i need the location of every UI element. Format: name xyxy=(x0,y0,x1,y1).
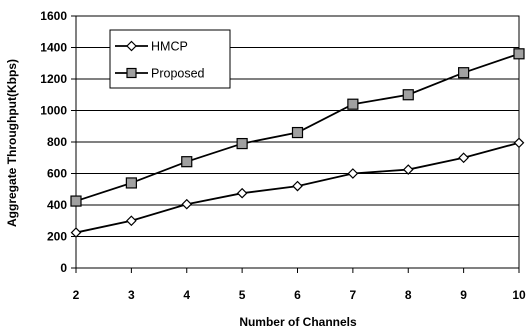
y-tick-label: 800 xyxy=(47,135,67,149)
series xyxy=(70,48,525,238)
x-tick-label: 9 xyxy=(460,288,467,302)
x-tick-label: 8 xyxy=(405,288,412,302)
series-proposed xyxy=(70,48,525,207)
legend-entry-hmcp: HMCP xyxy=(115,40,188,54)
x-tick-label: 7 xyxy=(350,288,357,302)
legend-marker-hmcp xyxy=(126,40,137,52)
x-tick-label: 2 xyxy=(73,288,80,302)
legend-entry-proposed: Proposed xyxy=(115,67,205,81)
y-tick-label: 0 xyxy=(60,261,67,275)
data-point-hmcp xyxy=(458,152,469,164)
data-point-hmcp xyxy=(181,198,193,210)
data-point-hmcp xyxy=(513,137,525,149)
x-axis-title: Number of Channels xyxy=(239,315,357,329)
data-point-proposed xyxy=(70,195,82,207)
x-tick-label: 5 xyxy=(239,288,246,302)
legend-marker-proposed xyxy=(126,67,137,79)
y-tick-label: 200 xyxy=(47,230,67,244)
x-tick-label: 10 xyxy=(512,288,526,302)
data-point-hmcp xyxy=(70,227,82,238)
y-tick-label: 400 xyxy=(47,198,67,212)
data-point-proposed xyxy=(402,89,414,101)
legend-box xyxy=(109,29,231,89)
legend-label-proposed: Proposed xyxy=(151,67,205,81)
data-point-hmcp xyxy=(347,168,359,179)
y-axis-title: Aggregate Throughput(Kbps) xyxy=(5,59,19,227)
data-point-proposed xyxy=(458,67,470,79)
x-tick-label: 4 xyxy=(183,288,190,302)
data-point-proposed xyxy=(347,98,359,110)
data-point-hmcp xyxy=(402,164,414,175)
data-point-proposed xyxy=(236,137,248,150)
x-tick-label: 6 xyxy=(294,288,301,302)
tick-labels: 0 200 400 600 800 1000 1200 1400 1600 2 3 4 5 6 7 8 9 10 xyxy=(40,9,526,302)
y-tick-label: 1200 xyxy=(40,72,67,86)
data-point-hmcp xyxy=(126,215,137,227)
data-point-proposed xyxy=(125,177,137,189)
data-point-proposed xyxy=(181,156,193,168)
y-tick-label: 1600 xyxy=(40,9,67,23)
y-tick-label: 1000 xyxy=(40,104,67,118)
data-point-proposed xyxy=(291,126,304,139)
data-point-hmcp xyxy=(236,187,248,199)
legend-label-hmcp: HMCP xyxy=(151,40,188,54)
data-point-hmcp xyxy=(292,180,303,192)
legend: HMCP Proposed xyxy=(109,29,231,89)
y-tick-label: 600 xyxy=(47,167,67,181)
y-tick-label: 1400 xyxy=(40,41,67,55)
x-tick-label: 3 xyxy=(128,288,135,302)
data-point-proposed xyxy=(513,48,525,60)
series-hmcp xyxy=(70,137,525,238)
